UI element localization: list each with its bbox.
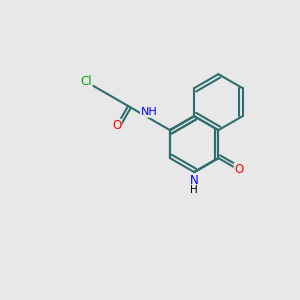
Text: O: O	[234, 164, 243, 176]
Text: O: O	[112, 119, 121, 132]
Text: NH: NH	[141, 107, 158, 117]
Text: Cl: Cl	[80, 75, 92, 88]
Text: N: N	[190, 174, 199, 187]
Text: H: H	[190, 185, 198, 195]
